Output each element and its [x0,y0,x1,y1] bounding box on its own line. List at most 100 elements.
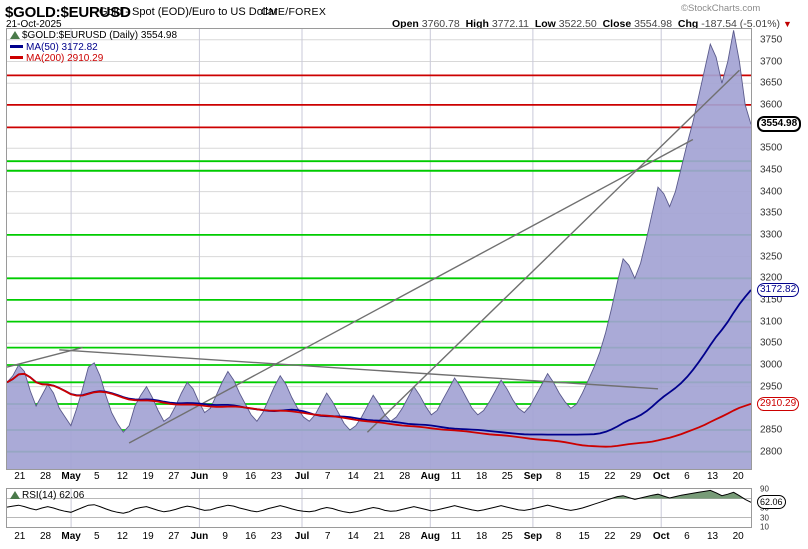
date-axis-tick: 29 [630,471,642,482]
rsi-chart-panel[interactable] [6,488,752,528]
mountain-chart-icon [10,31,20,39]
date-axis-tick: 28 [399,471,411,482]
date-axis-tick: 5 [94,471,100,482]
low-value: 3522.50 [558,18,597,30]
date-axis-tick: 14 [347,531,359,542]
date-axis-tick: 7 [324,531,331,542]
date-axis-tick: 28 [39,471,52,482]
price-axis-tick: 3300 [760,229,783,241]
date-axis-tick: 22 [604,531,616,542]
date-axis-tick: 21 [14,531,26,542]
ma200-price-tag: 2910.29 [757,396,800,411]
chart-symbol-title: $GOLD:$EURUSD [5,4,131,21]
chg-value: -187.54 (-5.01%) [701,18,781,30]
date-axis-upper: 21 28 May 5 12 19 27 Jun 9 16 23 Jul 7 14 21 28 Aug 11 18 2… [0,471,808,485]
price-axis-tick: 3750 [760,34,783,46]
chart-description: Gold - Spot (EOD)/Euro to US Dollar [99,6,278,18]
ma50-color-swatch [10,44,23,48]
date-axis-tick: 20 [732,531,744,542]
price-axis-tick: 3400 [760,186,783,198]
date-axis-tick: 15 [578,531,590,542]
price-axis-tick: 3000 [760,359,783,371]
price-axis-tick: 3350 [760,207,783,219]
date-axis-tick: 19 [142,471,154,482]
date-axis-tick: 22 [604,471,616,482]
date-axis-tick: Oct [652,531,670,542]
chart-exchange: CME/FOREX [261,6,327,18]
price-axis-tick: 3250 [760,251,783,263]
price-axis-tick: 2900 [760,402,783,414]
date-axis-tick: 8 [555,471,562,482]
rsi-axis-tick: 50 [760,503,769,513]
high-value: 3772.11 [491,18,530,30]
date-axis-tick: 15 [578,471,590,482]
legend-ma200-row: MA(200) 2910.29 [10,53,177,65]
date-axis-tick: 13 [706,531,719,542]
quote-bar: Open 3760.78 High 3772.11 Low 3522.50 Cl… [392,18,792,30]
date-axis-tick: 21 [373,531,385,542]
ma200-color-swatch [10,56,23,59]
chart-legend: $GOLD:$EURUSD (Daily) 3554.98 MA(50) 317… [10,30,177,65]
date-axis-tick: 29 [630,531,642,542]
chart-date: 21-Oct-2025 [6,19,62,30]
date-axis-tick: 12 [116,531,128,542]
stockcharts-watermark: ©StockCharts.com [681,3,761,14]
date-axis-tick: 7 [324,471,331,482]
close-value: 3554.98 [634,18,673,30]
high-label: High [465,18,489,30]
legend-ma200-label: MA(200) 2910.29 [26,53,104,64]
price-axis-tick: 3200 [760,272,783,284]
legend-ma50-label: MA(50) 3172.82 [26,41,98,53]
date-axis-tick: 16 [245,471,257,482]
price-axis-tick: 3450 [760,164,783,176]
date-axis-tick: Aug [420,531,441,542]
date-axis-tick: 8 [555,531,562,542]
date-axis-tick: 9 [222,471,228,482]
ma50-price-tag: 3172.82 [757,283,800,297]
rsi-axis-tick: 90 [760,484,769,494]
date-axis-tick: Aug [420,471,441,482]
date-axis-tick: 28 [399,531,411,542]
date-axis-tick: 6 [684,471,690,482]
date-axis-tick: 23 [270,471,282,482]
date-axis-tick: 20 [732,471,744,482]
date-axis-tick: May [61,531,81,542]
price-axis-tick: 3100 [760,316,783,328]
rsi-chart-canvas [7,489,751,527]
date-axis-tick: 21 [373,471,385,482]
legend-price-row: $GOLD:$EURUSD (Daily) 3554.98 [10,30,177,42]
date-axis-tick: 27 [168,531,180,542]
date-axis-tick: 12 [116,471,128,482]
price-axis-tick: 3050 [760,337,783,349]
rsi-value-tag: 62.06 [757,495,786,510]
price-axis-tick: 2800 [760,446,783,458]
price-axis-tick: 3600 [760,99,783,111]
date-axis-tick: Jul [294,531,310,542]
date-axis-tick: Oct [652,471,670,482]
rsi-axis-tick: 30 [760,513,769,522]
date-axis-tick: 9 [222,531,228,542]
date-axis-tick: Sep [523,471,543,482]
price-axis-tick: 3150 [760,294,783,306]
date-axis-tick: 25 [501,471,513,482]
close-label: Close [602,18,632,30]
rsi-indicator-icon [10,491,20,499]
date-axis-tick: 23 [270,531,282,542]
date-axis-tick: 25 [501,531,513,542]
date-axis-tick: Jun [190,471,209,482]
date-axis-tick: 21 [14,471,26,482]
date-axis-lower: 21 28 May 5 12 19 27 Jun 9 16 23 Jul 7 14 21 28 Aug 11 18 2… [0,531,808,545]
rsi-legend: RSI(14) 62.06 [10,490,84,501]
date-axis-tick: 11 [450,531,462,542]
date-axis-tick: 18 [476,531,488,542]
rsi-legend-label: RSI(14) 62.06 [22,490,85,501]
date-axis-tick: May [61,471,81,482]
price-axis-tick: 3500 [760,142,783,154]
price-axis-tick: 3650 [760,77,783,89]
price-chart-panel[interactable] [6,28,752,470]
close-price-tag: 3554.98 [757,116,802,133]
price-axis-tick: 2950 [760,381,783,393]
price-chart-canvas [7,29,751,469]
date-axis-tick: 13 [706,471,719,482]
